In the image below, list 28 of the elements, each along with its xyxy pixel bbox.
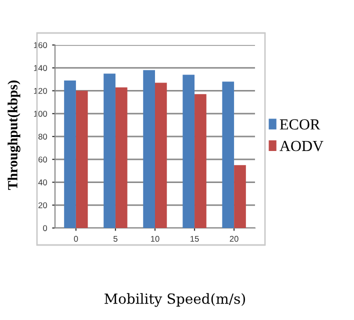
y-tick-label: 120 bbox=[34, 88, 48, 94]
y-tick-label: 100 bbox=[34, 110, 48, 117]
y-tick-label: 140 bbox=[34, 65, 48, 71]
y-tick-label: 60 bbox=[38, 156, 48, 162]
bar bbox=[194, 94, 206, 228]
bar bbox=[234, 165, 246, 228]
legend-label: AODV bbox=[280, 140, 324, 152]
x-axis-title: Mobility Speed(m/s) bbox=[104, 293, 245, 307]
bar bbox=[222, 82, 234, 228]
x-tick-label: 5 bbox=[113, 236, 118, 242]
y-axis-title: Throughput(kbps) bbox=[8, 80, 20, 190]
bar bbox=[64, 80, 76, 228]
x-tick-label: 15 bbox=[190, 236, 199, 242]
y-tick-label: 0 bbox=[43, 225, 48, 232]
y-tick-label: 160 bbox=[34, 42, 48, 48]
bar bbox=[76, 90, 88, 228]
y-tick-label: 20 bbox=[38, 202, 48, 208]
bar bbox=[104, 74, 116, 228]
y-tick-label: 40 bbox=[38, 179, 48, 186]
bar bbox=[155, 82, 167, 228]
legend-label: ECOR bbox=[280, 119, 320, 130]
x-tick-label: 10 bbox=[151, 236, 160, 242]
bar bbox=[182, 74, 195, 228]
bar bbox=[143, 70, 155, 228]
x-tick-label: 0 bbox=[74, 236, 78, 242]
bar bbox=[115, 87, 128, 228]
x-tick-label: 20 bbox=[230, 236, 238, 242]
y-tick-label: 80 bbox=[38, 134, 48, 140]
